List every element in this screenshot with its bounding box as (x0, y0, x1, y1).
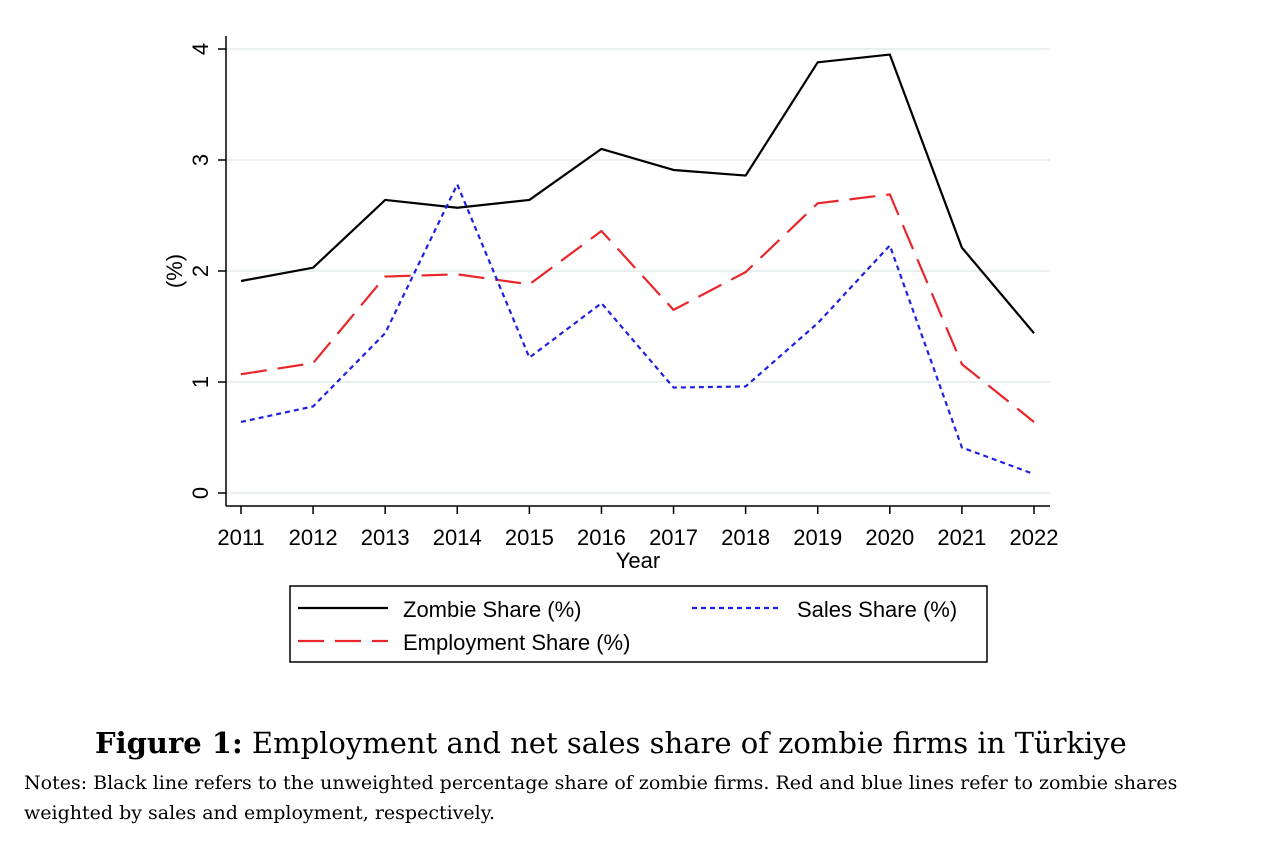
x-tick-label-2022: 2022 (1010, 525, 1059, 550)
x-axis-ticks: 2011 2012 2013 2014 2015 2016 2017 2018 2019 2020… (217, 506, 1058, 550)
figure-caption-label: Figure 1: (95, 726, 243, 760)
figure-caption: Figure 1: Employment and net sales share… (95, 726, 1245, 760)
gridlines (226, 48, 1050, 494)
y-tick-label-0: 0 (188, 487, 213, 499)
y-tick-label-1: 1 (188, 376, 213, 388)
x-tick-label-2018: 2018 (721, 525, 770, 550)
x-tick-label-2011: 2011 (217, 525, 264, 550)
figure-notes: Notes: Black line refers to the unweight… (24, 772, 1178, 824)
x-tick-label-2016: 2016 (577, 525, 626, 550)
x-tick-label-2015: 2015 (505, 525, 554, 550)
figure-caption-text: Employment and net sales share of zombie… (242, 726, 1127, 760)
x-tick-label-2017: 2017 (649, 525, 698, 550)
x-axis-title: Year (616, 548, 660, 573)
legend-label-2: Sales Share (%) (797, 597, 957, 622)
x-tick-label-2012: 2012 (289, 525, 338, 550)
y-tick-label-4: 4 (188, 43, 213, 55)
legend-label-0: Zombie Share (%) (403, 597, 582, 622)
legend: Zombie Share (%) Employment Share (%) Sale… (289, 585, 988, 663)
legend-box (289, 585, 988, 663)
y-tick-label-3: 3 (188, 154, 213, 166)
x-tick-label-2019: 2019 (793, 525, 842, 550)
series-line-2 (240, 183, 1035, 476)
series-line-0 (240, 53, 1035, 334)
x-tick-label-2013: 2013 (361, 525, 410, 550)
series-line-1 (240, 193, 1035, 423)
y-tick-label-2: 2 (188, 265, 213, 277)
y-axis-ticks: 0 1 2 3 4 (188, 43, 226, 499)
x-tick-label-2021: 2021 (937, 525, 986, 550)
x-tick-label-2020: 2020 (865, 525, 914, 550)
legend-label-1: Employment Share (%) (403, 630, 630, 655)
x-tick-label-2014: 2014 (433, 525, 482, 550)
y-axis-title: (%) (162, 254, 187, 288)
series-lines (240, 53, 1035, 476)
